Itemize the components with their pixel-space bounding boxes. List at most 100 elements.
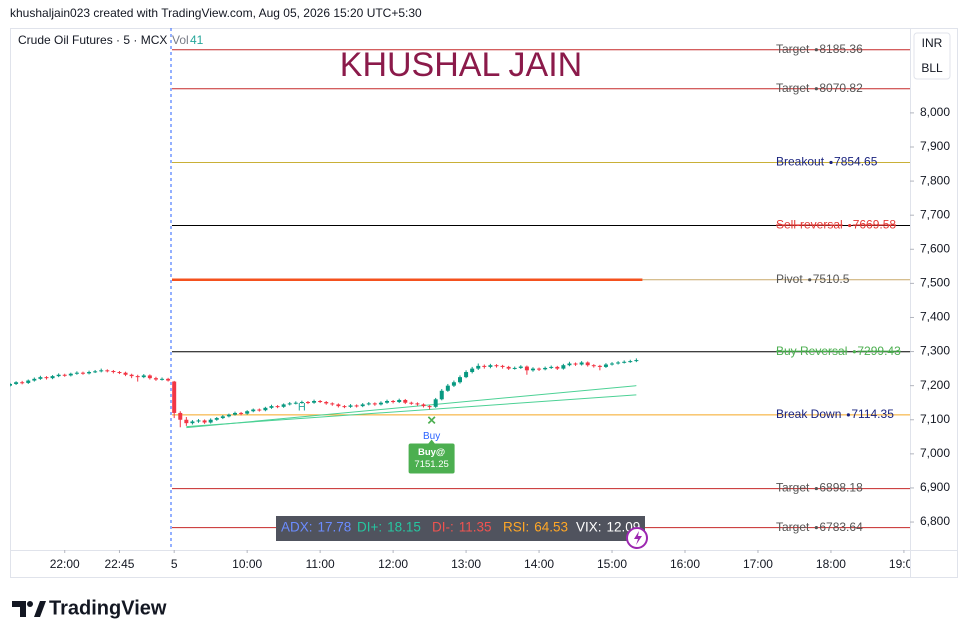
candle-body (117, 372, 122, 374)
level-name: Pivot (776, 272, 803, 286)
candle-body (439, 390, 444, 400)
level-value: 7114.35 (851, 407, 894, 421)
candle-body (239, 412, 244, 414)
candle-body (299, 402, 304, 404)
currency-button[interactable]: BLL (921, 61, 943, 75)
level-dot (814, 87, 818, 91)
candle-body (123, 372, 128, 375)
candle-body (597, 365, 602, 367)
candle-body (342, 406, 347, 408)
candle-body (403, 399, 408, 403)
plot-area (10, 49, 910, 529)
candle-body (360, 404, 365, 407)
candle-body (518, 366, 523, 368)
candle-body (38, 377, 43, 379)
level-dot (846, 413, 850, 417)
x-tick-label: 10:00 (232, 557, 262, 571)
watermark: KHUSHAL JAIN (340, 46, 582, 84)
level-dot (829, 160, 833, 165)
candle-body (257, 409, 262, 411)
level-value: 7669.58 (853, 218, 897, 232)
level-value: 8070.82 (819, 81, 863, 95)
level-value: 6898.18 (819, 481, 863, 495)
header: khushaljain023 created with TradingView.… (10, 6, 422, 20)
candle-body (378, 402, 383, 405)
candle-body (616, 362, 621, 364)
signal-price: 7151.25 (414, 459, 448, 470)
candle-body (324, 402, 329, 404)
candle-body (458, 377, 462, 383)
level-name: Buy Reversal (776, 344, 847, 358)
candle-body (87, 372, 92, 374)
signal-pointer (427, 439, 436, 445)
candle-body (622, 361, 627, 363)
level-name: Target (776, 520, 810, 534)
y-tick-label: 7,300 (920, 344, 950, 358)
candle-body (354, 405, 359, 407)
signal-label: Buy@ (418, 447, 445, 458)
level-value: 6783.64 (819, 520, 863, 534)
trendline (186, 394, 637, 428)
candle-body (287, 403, 292, 405)
candle-body (214, 418, 219, 420)
volume-label: Vol (172, 33, 189, 47)
candle-body (543, 367, 548, 370)
candle-body (166, 378, 171, 381)
candle-body (190, 421, 195, 424)
candle-body (427, 406, 432, 408)
candle-body (512, 367, 517, 369)
tv-logo (12, 601, 46, 617)
candle-body (524, 366, 529, 371)
candle-body (251, 409, 256, 412)
x-tick-label: 14:00 (524, 557, 554, 571)
candle-body (603, 364, 608, 367)
candle-body (579, 362, 584, 365)
level-name: Breakout (776, 155, 825, 169)
candle-body (506, 366, 511, 369)
footer-logo: TradingView (49, 597, 167, 619)
candle-body (245, 411, 250, 414)
x-tick-label: 22:45 (104, 557, 134, 571)
candle-body (348, 405, 353, 407)
candle-body (555, 366, 560, 369)
candle-body (628, 361, 633, 363)
level-name: Target (776, 481, 810, 495)
candle-body (233, 412, 237, 415)
candle-body (409, 402, 414, 404)
candle-body (68, 373, 73, 376)
y-tick-label: 6,900 (920, 480, 950, 494)
indicators: ADX: 17.78 DI+: 18.15 DI-: 11.35 RSI: 64.53 VIX:… (281, 520, 640, 535)
signal-box (408, 443, 455, 474)
logo-mark (27, 601, 33, 607)
x-tick-label: 11:00 (306, 557, 335, 571)
level-dot (814, 48, 818, 52)
candle-body (202, 420, 207, 423)
candle-body (385, 401, 390, 403)
candle-body (50, 376, 55, 379)
x-tick-label: 5 (171, 557, 178, 571)
candle-body (178, 412, 183, 420)
volume-value: 41 (190, 33, 204, 47)
level-dot (852, 350, 856, 354)
signal-marker: ✕ (427, 414, 437, 428)
candle-body (585, 362, 590, 366)
candle-body (476, 365, 481, 369)
currency-button[interactable]: INR (922, 36, 943, 50)
y-tick-label: 6,800 (920, 514, 950, 528)
indicator-value: 11.35 (459, 520, 492, 535)
indicator-name: DI+: (357, 520, 382, 535)
candle-body (263, 407, 268, 411)
level-value: 7299.43 (857, 344, 901, 358)
candle-body (226, 414, 231, 417)
candle-body (312, 401, 317, 403)
candle-body (445, 385, 450, 391)
candle-body (281, 404, 286, 407)
candle-body (129, 374, 134, 377)
y-tick-label: 7,200 (920, 378, 950, 392)
y-tick-label: 7,600 (920, 241, 950, 255)
x-tick-label: 16:00 (670, 557, 700, 571)
candle-body (93, 371, 98, 373)
candle-body (397, 399, 402, 403)
candle-body (32, 378, 37, 381)
